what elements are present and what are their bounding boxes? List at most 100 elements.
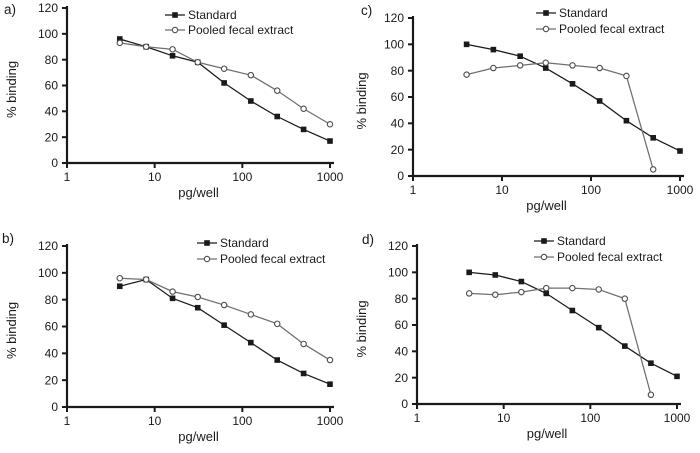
square-marker — [248, 339, 254, 346]
square-marker — [623, 117, 630, 124]
circle-marker — [247, 311, 255, 318]
panel-label: d) — [362, 232, 374, 247]
svg-text:40: 40 — [45, 105, 59, 119]
square-marker — [169, 52, 176, 59]
circle-marker — [543, 284, 550, 292]
svg-text:80: 80 — [391, 64, 405, 78]
panel-label: c) — [361, 3, 372, 18]
circle-marker — [300, 105, 307, 113]
svg-text:1: 1 — [410, 183, 417, 197]
square-marker — [172, 12, 178, 18]
square-marker — [169, 295, 176, 302]
circle-marker — [569, 284, 576, 292]
circle-marker — [116, 274, 124, 282]
svg-text:b): b) — [2, 231, 14, 246]
panel-label: b) — [2, 231, 14, 246]
svg-text:0: 0 — [397, 169, 404, 183]
x-axis-title: pg/well — [178, 429, 219, 444]
svg-text:40: 40 — [391, 117, 405, 131]
square-marker — [648, 360, 654, 366]
svg-text:120: 120 — [388, 239, 408, 253]
series-line — [466, 43, 681, 152]
svg-text:1: 1 — [64, 170, 71, 184]
svg-text:80: 80 — [45, 293, 59, 307]
svg-text:10: 10 — [497, 411, 511, 425]
square-marker — [116, 283, 123, 290]
series-pooled-fecal-extract — [116, 274, 334, 364]
axis-titles: pg/well % binding — [354, 72, 567, 213]
x-axis-title: pg/well — [526, 198, 567, 213]
circle-marker — [300, 340, 307, 348]
square-marker — [221, 322, 227, 328]
series-standard — [116, 276, 333, 387]
legend-label: Standard — [220, 236, 269, 250]
svg-text:60: 60 — [45, 320, 59, 334]
series-line — [119, 38, 331, 142]
chart-panel-c: c) 0 20 40 60 80 100 120 1 10 100 1000 pg/well% bind… — [350, 0, 700, 226]
square-marker — [327, 138, 333, 144]
circle-marker — [463, 71, 470, 78]
square-marker — [622, 343, 628, 349]
square-marker — [595, 324, 602, 331]
square-marker — [463, 41, 470, 48]
svg-text:10: 10 — [495, 183, 509, 197]
svg-text:0: 0 — [401, 397, 408, 411]
circle-marker — [273, 87, 281, 94]
square-marker — [490, 46, 497, 53]
legend-label: Pooled fecal extract — [557, 250, 663, 264]
square-marker — [327, 381, 333, 387]
y-axis-title: % binding — [4, 61, 19, 118]
axes — [408, 16, 684, 181]
svg-text:1: 1 — [64, 414, 71, 428]
y-axis-title: % binding — [354, 300, 369, 357]
series-pooled-fecal-extract — [463, 59, 657, 173]
square-marker — [221, 80, 227, 86]
svg-text:1000: 1000 — [667, 183, 694, 197]
circle-marker — [194, 293, 201, 301]
square-marker — [541, 238, 547, 244]
square-marker — [274, 357, 281, 363]
legend-label: Standard — [557, 234, 606, 248]
circle-marker — [596, 64, 603, 72]
x-axis-title: pg/well — [527, 426, 568, 441]
circle-marker — [518, 288, 525, 296]
svg-text:40: 40 — [395, 345, 409, 359]
chart-panel-d: d) 0 20 40 60 80 100 120 1 10 100 1000 pg/well% bind… — [350, 226, 700, 453]
series-standard — [116, 36, 333, 144]
circle-marker — [220, 301, 228, 309]
square-marker — [543, 290, 550, 297]
series-line — [119, 278, 331, 385]
svg-text:c): c) — [361, 3, 372, 18]
series-line — [466, 62, 654, 170]
svg-text:120: 120 — [38, 239, 58, 253]
square-marker — [518, 278, 525, 285]
svg-text:20: 20 — [395, 371, 409, 385]
circle-marker — [194, 58, 201, 66]
square-marker — [492, 272, 499, 278]
circle-marker — [116, 39, 124, 47]
svg-text:0: 0 — [51, 400, 58, 414]
svg-text:100: 100 — [38, 27, 58, 41]
legend-label: Standard — [188, 8, 237, 22]
circle-marker — [492, 291, 499, 298]
square-marker — [204, 240, 210, 246]
svg-text:80: 80 — [45, 53, 59, 67]
circle-marker — [169, 288, 176, 295]
legend-label: Pooled fecal extract — [559, 22, 665, 36]
square-marker — [596, 98, 603, 104]
square-marker — [542, 65, 549, 71]
svg-text:1000: 1000 — [664, 411, 691, 425]
square-marker — [569, 307, 576, 314]
svg-text:20: 20 — [45, 130, 59, 144]
square-marker — [517, 53, 523, 59]
svg-text:60: 60 — [391, 90, 405, 104]
circle-marker — [542, 59, 549, 67]
series-standard — [463, 41, 683, 154]
